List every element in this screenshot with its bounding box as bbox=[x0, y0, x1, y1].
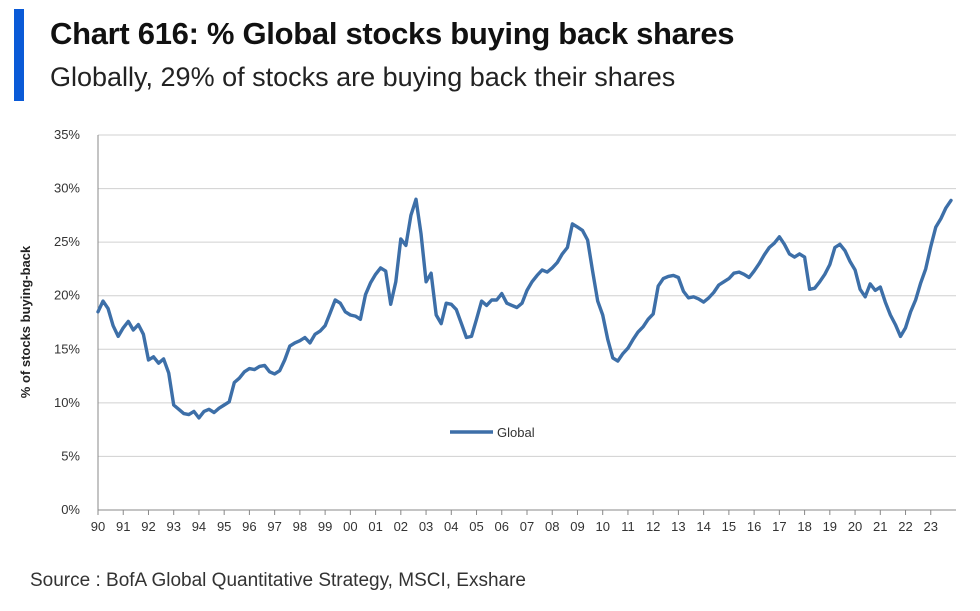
x-tick-label: 90 bbox=[91, 519, 105, 534]
y-tick-label: 5% bbox=[61, 448, 80, 463]
x-tick-label: 16 bbox=[747, 519, 761, 534]
x-tick-labels: 90 91 92 93 94 95 96 97 98 99 00 01 02 03 04 05 06 07 08 09… bbox=[91, 519, 938, 534]
x-tick-label: 04 bbox=[444, 519, 458, 534]
x-tick-label: 96 bbox=[242, 519, 256, 534]
x-tick-label: 08 bbox=[545, 519, 559, 534]
x-tick-label: 20 bbox=[848, 519, 862, 534]
title-accent-bar bbox=[14, 9, 24, 101]
grid-lines bbox=[98, 134, 956, 457]
x-tick-label: 91 bbox=[116, 519, 130, 534]
x-tick-label: 21 bbox=[873, 519, 887, 534]
x-tick-label: 17 bbox=[772, 519, 786, 534]
x-tick-label: 11 bbox=[621, 519, 635, 534]
x-tick-label: 10 bbox=[595, 519, 609, 534]
x-tick-label: 92 bbox=[141, 519, 155, 534]
x-tick-label: 93 bbox=[166, 519, 180, 534]
x-tick-label: 12 bbox=[646, 519, 660, 534]
x-tick-label: 03 bbox=[419, 519, 433, 534]
y-axis-label: % of stocks buying-back bbox=[18, 245, 33, 398]
series-line-global bbox=[96, 197, 953, 420]
x-tick-label: 07 bbox=[520, 519, 534, 534]
x-tick-label: 98 bbox=[293, 519, 307, 534]
y-tick-label: 0% bbox=[61, 502, 80, 517]
y-tick-label: 30% bbox=[54, 181, 80, 196]
axes bbox=[97, 135, 956, 515]
x-tick-label: 13 bbox=[671, 519, 685, 534]
chart-title: Chart 616: % Global stocks buying back s… bbox=[50, 16, 735, 51]
x-tick-label: 18 bbox=[797, 519, 811, 534]
legend-label-global: Global bbox=[497, 425, 535, 440]
x-tick-label: 05 bbox=[469, 519, 483, 534]
x-tick-label: 99 bbox=[318, 519, 332, 534]
x-tick-label: 23 bbox=[924, 519, 938, 534]
x-tick-label: 19 bbox=[823, 519, 837, 534]
x-tick-label: 15 bbox=[722, 519, 736, 534]
x-tick-label: 06 bbox=[495, 519, 509, 534]
series-lines bbox=[96, 197, 953, 420]
x-tick-label: 97 bbox=[267, 519, 281, 534]
x-tick-label: 01 bbox=[368, 519, 382, 534]
x-tick-label: 14 bbox=[696, 519, 710, 534]
source-note: Source : BofA Global Quantitative Strate… bbox=[30, 570, 526, 591]
x-tick-label: 94 bbox=[192, 519, 206, 534]
y-tick-label: 25% bbox=[54, 234, 80, 249]
y-tick-labels: 0% 5% 10% 15% 20% 25% 30% 35% bbox=[54, 127, 80, 517]
y-tick-label: 20% bbox=[54, 288, 80, 303]
chart-subtitle: Globally, 29% of stocks are buying back … bbox=[50, 62, 676, 92]
x-tick-label: 09 bbox=[570, 519, 584, 534]
y-tick-label: 15% bbox=[54, 341, 80, 356]
x-tick-label: 95 bbox=[217, 519, 231, 534]
x-tick-label: 00 bbox=[343, 519, 357, 534]
x-tick-label: 22 bbox=[898, 519, 912, 534]
x-tick-label: 02 bbox=[394, 519, 408, 534]
legend: Global bbox=[450, 425, 535, 440]
y-tick-label: 10% bbox=[54, 395, 80, 410]
y-tick-label: 35% bbox=[54, 127, 80, 142]
